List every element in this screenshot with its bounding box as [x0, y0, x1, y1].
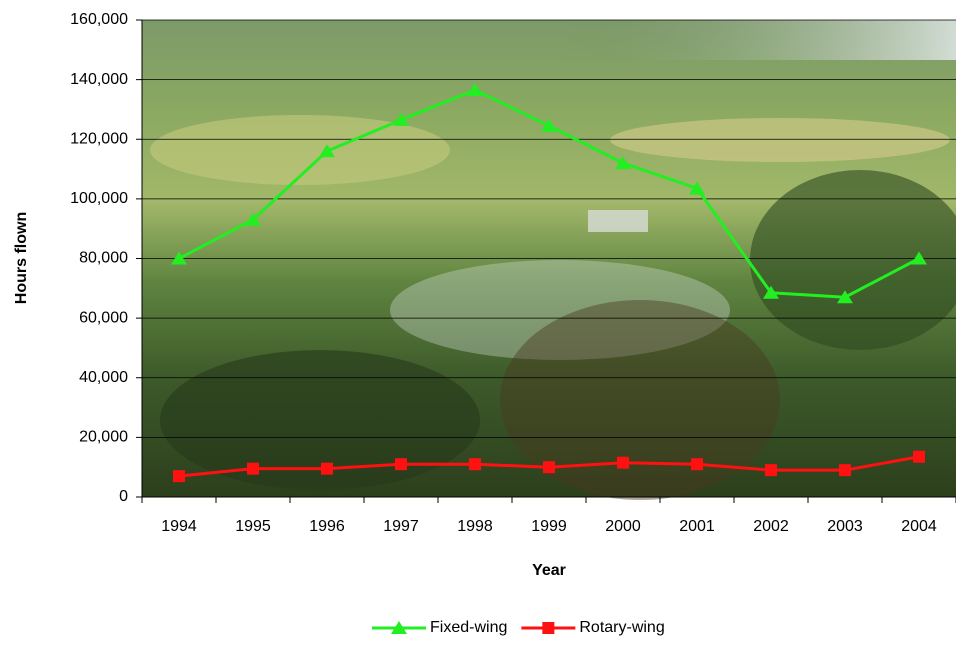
y-tick-label: 20,000: [79, 429, 128, 446]
y-tick-label: 100,000: [70, 190, 128, 207]
marker: [617, 457, 629, 469]
marker: [469, 458, 481, 470]
marker: [839, 464, 851, 476]
x-axis-label: Year: [532, 562, 566, 579]
x-tick-label: 2001: [679, 518, 715, 535]
y-tick-label: 140,000: [70, 71, 128, 88]
marker: [173, 470, 185, 482]
y-tick-label: 0: [119, 488, 128, 505]
x-tick-label: 1995: [235, 518, 271, 535]
marker: [543, 461, 555, 473]
marker: [542, 622, 554, 634]
y-tick-label: 120,000: [70, 130, 128, 147]
x-tick-label: 2004: [901, 518, 937, 535]
x-tick-label: 2000: [605, 518, 641, 535]
y-axis-label: Hours flown: [13, 212, 30, 304]
x-tick-label: 2003: [827, 518, 863, 535]
legend: Fixed-wing Rotary-wing: [372, 619, 665, 636]
legend-label: Rotary-wing: [579, 619, 664, 636]
x-tick-label: 1996: [309, 518, 345, 535]
legend-label: Fixed-wing: [430, 619, 507, 636]
y-tick-label: 80,000: [79, 250, 128, 267]
marker: [247, 463, 259, 475]
marker: [395, 458, 407, 470]
marker: [913, 451, 925, 463]
x-tick-label: 1994: [161, 518, 197, 535]
marker: [321, 463, 333, 475]
marker: [765, 464, 777, 476]
x-tick-label: 1998: [457, 518, 493, 535]
x-tick-label: 1999: [531, 518, 567, 535]
y-tick-label: 40,000: [79, 369, 128, 386]
x-tick-label: 1997: [383, 518, 419, 535]
chart: Hours flown Year Fixed-wing Rotary-wing 0…: [0, 0, 956, 648]
x-tick-label: 2002: [753, 518, 789, 535]
y-tick-label: 160,000: [70, 11, 128, 28]
background-photo: [142, 20, 956, 500]
y-tick-label: 60,000: [79, 309, 128, 326]
marker: [691, 458, 703, 470]
